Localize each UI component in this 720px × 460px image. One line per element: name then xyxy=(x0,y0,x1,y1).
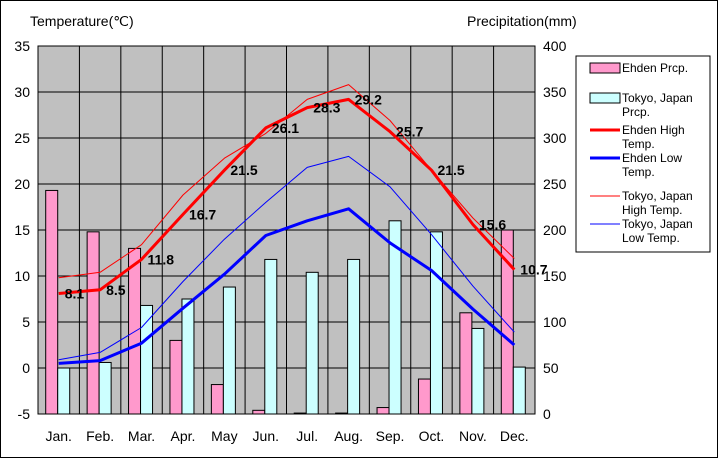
legend-label: Tokyo, Japan xyxy=(622,91,693,105)
bar xyxy=(429,231,443,415)
bar xyxy=(181,298,195,415)
bar xyxy=(264,258,278,415)
y-left-tick-label: 5 xyxy=(22,314,30,330)
x-tick-label: Nov. xyxy=(459,428,487,444)
x-tick-label: Jul. xyxy=(296,428,318,444)
y-right-tick-label: 50 xyxy=(543,360,559,376)
series-line xyxy=(58,207,516,365)
data-labels: 8.1 8.5 11.8 16.7 21.5 26.1 28.3 29.2 25.7 21.5 15… xyxy=(65,91,548,301)
bar xyxy=(471,327,485,415)
y-right-tick-label: 200 xyxy=(543,222,567,238)
x-tick-label: Oct. xyxy=(419,428,445,444)
y-left-tick-label: 35 xyxy=(14,38,30,54)
bar xyxy=(86,231,100,415)
legend-label: Tokyo, Japan xyxy=(622,217,693,231)
x-tick-label: Mar. xyxy=(128,428,155,444)
legend-swatch-bar xyxy=(589,92,621,104)
y-left-tick-labels: -5 0 5 10 15 20 25 30 35 xyxy=(14,38,30,422)
legend-label: Ehden High xyxy=(622,123,685,137)
data-label: 8.5 xyxy=(106,282,126,298)
data-label: 8.1 xyxy=(65,285,85,301)
legend-swatch-bar xyxy=(589,62,621,74)
legend-label: Ehden Low xyxy=(622,151,682,165)
legend-label: Low Temp. xyxy=(622,231,680,245)
bar xyxy=(347,258,361,415)
x-tick-label: Dec. xyxy=(500,428,529,444)
y-left-axis-title: Temperature(℃) xyxy=(30,13,134,29)
data-label: 10.7 xyxy=(520,262,547,278)
x-tick-label: Feb. xyxy=(86,428,114,444)
y-right-tick-label: 100 xyxy=(543,314,567,330)
y-right-axis-title: Precipitation(mm) xyxy=(467,13,577,29)
x-tick-label: Jan. xyxy=(45,428,71,444)
legend-label: Tokyo, Japan xyxy=(622,189,693,203)
x-tick-label: Apr. xyxy=(171,428,196,444)
bar-series xyxy=(45,189,526,415)
y-left-tick-label: 10 xyxy=(14,268,30,284)
data-label: 25.7 xyxy=(396,124,423,140)
y-right-tick-label: 300 xyxy=(543,130,567,146)
legend-label: High Temp. xyxy=(622,203,682,217)
legend-label: Temp. xyxy=(622,137,655,151)
line-series xyxy=(58,84,516,365)
y-right-tick-labels: 0 50 100 150 200 250 300 350 400 xyxy=(543,38,567,422)
y-left-tick-label: 25 xyxy=(14,130,30,146)
legend-label: Prcp. xyxy=(622,105,650,119)
y-left-tick-label: 30 xyxy=(14,84,30,100)
y-right-tick-label: 350 xyxy=(543,84,567,100)
data-label: 21.5 xyxy=(230,162,257,178)
y-left-tick-label: 0 xyxy=(22,360,30,376)
x-tick-label: May xyxy=(211,428,237,444)
bar xyxy=(98,361,112,415)
data-label: 21.5 xyxy=(437,162,464,178)
bar xyxy=(45,189,59,415)
data-label: 26.1 xyxy=(272,120,299,136)
bar xyxy=(459,312,473,415)
series-line xyxy=(58,155,515,361)
y-right-tick-label: 400 xyxy=(543,38,567,54)
legend-label: Ehden Prcp. xyxy=(622,61,688,75)
bar xyxy=(376,407,390,415)
y-right-tick-label: 150 xyxy=(543,268,567,284)
y-left-tick-label: 15 xyxy=(14,222,30,238)
legend-box xyxy=(575,55,711,253)
bar xyxy=(512,366,526,415)
grid-lines xyxy=(38,45,535,415)
x-tick-labels: Jan. Feb. Mar. Apr. May Jun. Jul. Aug. Sep. Oct. N… xyxy=(45,428,528,444)
bar xyxy=(305,271,319,415)
y-right-tick-label: 0 xyxy=(543,406,551,422)
y-left-tick-label: 20 xyxy=(14,176,30,192)
legend-label: Temp. xyxy=(622,165,655,179)
bar xyxy=(57,367,71,415)
x-tick-label: Jun. xyxy=(253,428,279,444)
plot-border xyxy=(37,45,536,415)
x-tick-label: Aug. xyxy=(334,428,363,444)
bar xyxy=(252,409,266,415)
bar xyxy=(169,339,183,415)
data-label: 15.6 xyxy=(479,216,506,232)
bar xyxy=(210,384,224,415)
bar xyxy=(417,378,431,415)
x-tick-label: Sep. xyxy=(376,428,405,444)
data-label: 16.7 xyxy=(189,206,216,222)
y-right-tick-label: 250 xyxy=(543,176,567,192)
bar xyxy=(222,286,236,415)
data-label: 28.3 xyxy=(313,100,340,116)
series-line xyxy=(58,97,516,295)
data-label: 11.8 xyxy=(148,251,175,267)
y-left-tick-label: -5 xyxy=(18,406,31,422)
data-label: 29.2 xyxy=(355,91,382,107)
